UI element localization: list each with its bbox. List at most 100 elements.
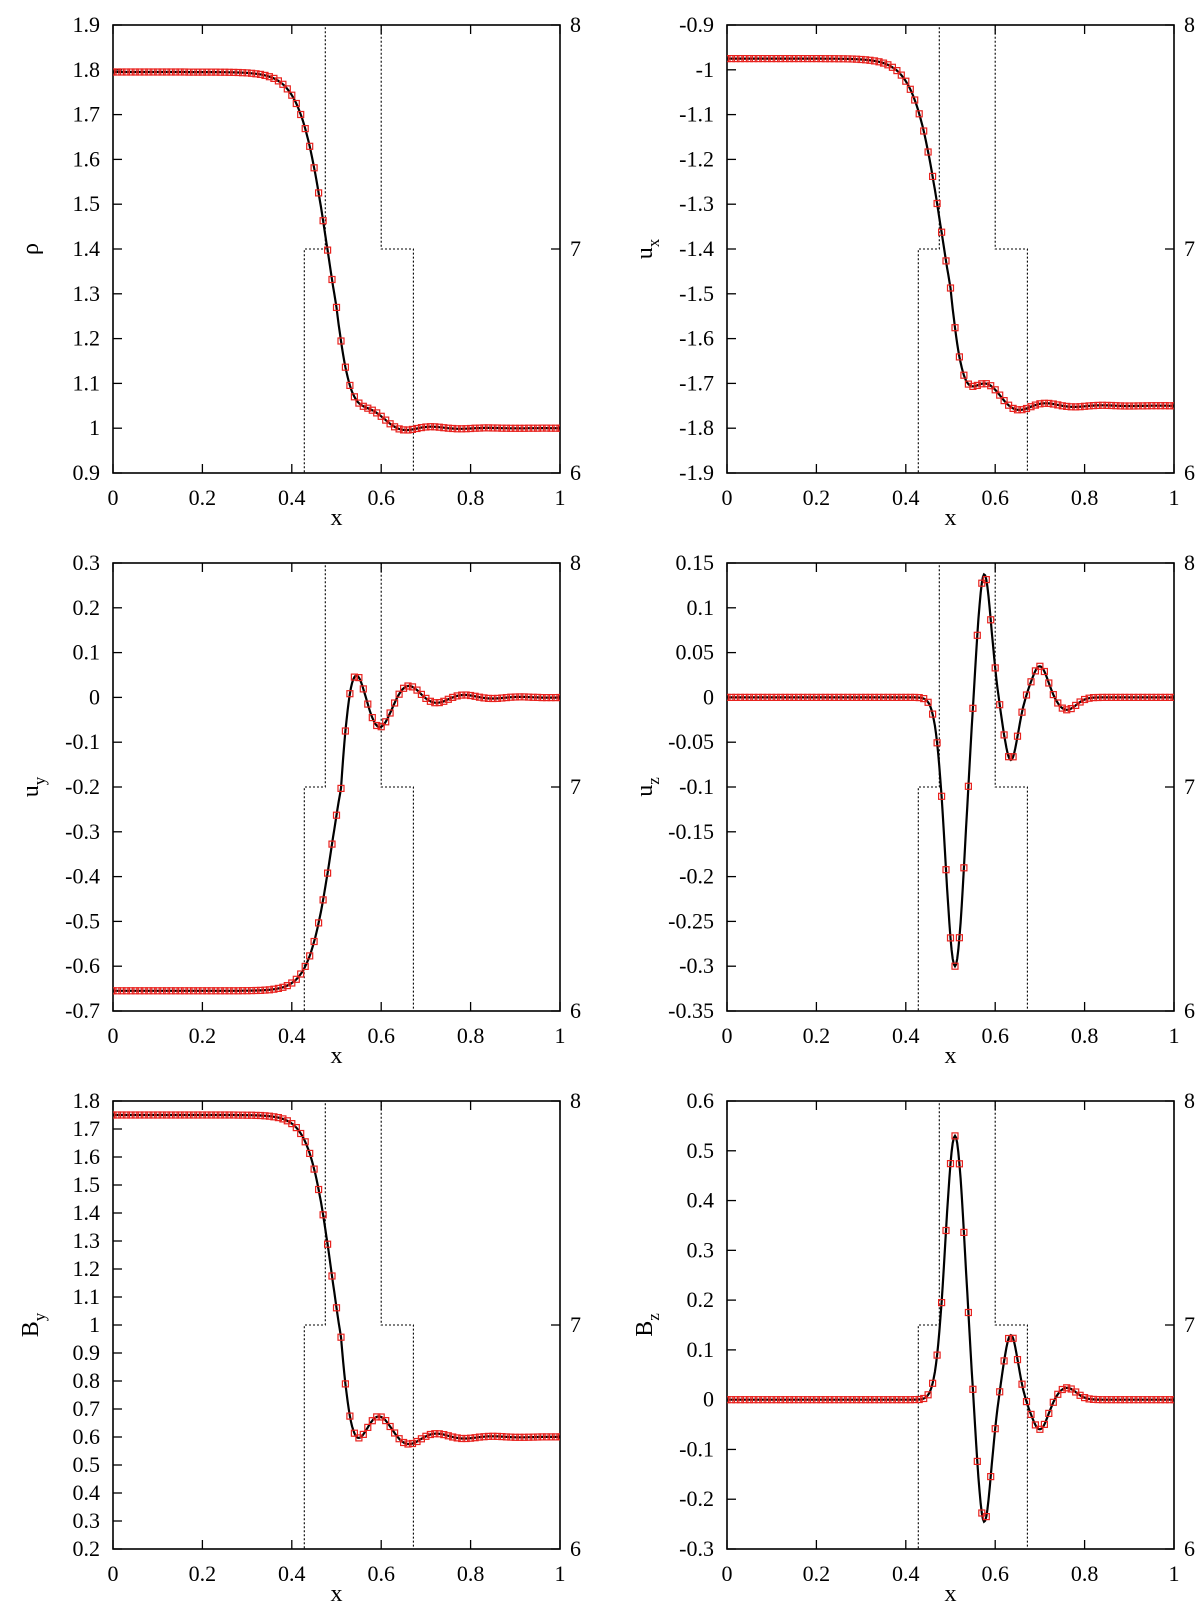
y2-tick-label: 7 <box>1184 774 1195 799</box>
y-axis-label: Bz <box>632 1313 663 1337</box>
numeric-point <box>946 284 955 292</box>
y-axis-label: uy <box>18 776 49 797</box>
numeric-point <box>817 1396 825 1404</box>
y-tick-label: 0.8 <box>73 1368 101 1393</box>
numeric-point <box>118 1111 126 1119</box>
numeric-point <box>533 424 542 432</box>
numeric-point <box>879 59 888 67</box>
x-tick-label: 0 <box>108 1023 119 1048</box>
numeric-point <box>1036 662 1044 670</box>
numeric-point <box>1152 402 1160 410</box>
numeric-point <box>884 1396 892 1404</box>
numeric-point <box>395 1435 403 1443</box>
numeric-point <box>1022 691 1031 699</box>
numeric-point <box>391 1429 399 1437</box>
y-tick-label: 0.4 <box>687 1188 715 1213</box>
numeric-point <box>511 424 519 432</box>
y-tick-label: 0 <box>89 684 100 709</box>
numeric-point <box>1040 399 1049 407</box>
numeric-point <box>727 54 736 63</box>
numeric-point <box>511 1433 519 1441</box>
numeric-point <box>1009 404 1017 412</box>
numeric-point <box>471 1434 479 1442</box>
numeric-point <box>1143 693 1151 702</box>
numeric-point <box>861 693 870 702</box>
x-axis-label: x <box>331 505 343 531</box>
numeric-point <box>1063 1384 1071 1392</box>
numeric-point <box>189 987 198 995</box>
numeric-point <box>145 1111 153 1119</box>
y-tick-label: 0.4 <box>73 1480 101 1505</box>
numeric-point <box>113 987 117 995</box>
numeric-point <box>1013 406 1022 414</box>
numeric-point <box>933 1351 941 1359</box>
numeric-point <box>1013 732 1022 740</box>
numeric-point <box>118 68 126 76</box>
y-tick-label: 1.2 <box>73 326 101 351</box>
numeric-point <box>489 694 497 703</box>
numeric-point <box>332 1304 341 1312</box>
x-tick-label: 1 <box>1169 1561 1180 1586</box>
numeric-point <box>888 1396 897 1404</box>
numeric-point <box>377 412 385 420</box>
numeric-point <box>937 1298 946 1307</box>
numeric-point <box>525 693 533 701</box>
plot-frame <box>112 24 561 474</box>
numeric-point <box>826 55 834 63</box>
numeric-point <box>1072 403 1080 411</box>
numeric-point <box>203 1111 211 1119</box>
numeric-point <box>790 54 798 63</box>
numeric-point <box>772 54 780 63</box>
numeric-point <box>776 1396 785 1404</box>
numeric-point <box>1152 1396 1160 1404</box>
x-tick-label: 0.6 <box>981 1023 1009 1048</box>
x-tick-label: 0.4 <box>892 485 920 510</box>
numeric-point <box>821 693 829 702</box>
numeric-point <box>234 987 242 995</box>
numeric-point <box>745 693 754 702</box>
numeric-point <box>785 54 794 63</box>
numeric-point <box>866 693 874 702</box>
numeric-point <box>337 784 345 793</box>
numeric-point <box>422 1432 430 1440</box>
x-tick-label: 0 <box>722 1561 733 1586</box>
numeric-point <box>893 693 901 702</box>
numeric-point <box>1116 693 1125 702</box>
y2-tick-label: 7 <box>570 774 581 799</box>
numeric-point <box>928 1379 937 1387</box>
numeric-point <box>149 987 157 995</box>
numeric-point <box>750 54 758 63</box>
numeric-point <box>324 869 332 877</box>
numeric-point <box>727 1396 731 1404</box>
y-tick-label: 0.3 <box>687 1237 715 1262</box>
numeric-point <box>1103 401 1111 409</box>
y-tick-label: 1.8 <box>73 57 101 82</box>
numeric-point <box>221 1111 229 1119</box>
numeric-point <box>897 71 905 79</box>
numeric-point <box>556 424 560 432</box>
numeric-point <box>745 1396 754 1404</box>
numeric-point <box>830 1396 838 1404</box>
numeric-point <box>911 693 919 702</box>
numeric-point <box>875 58 883 66</box>
numeric-point <box>1045 679 1053 687</box>
numeric-point <box>1134 402 1142 410</box>
numeric-point <box>440 424 448 432</box>
numeric-point <box>897 1396 905 1404</box>
exact-solution-line <box>727 572 1174 969</box>
numeric-point <box>857 1396 865 1404</box>
numeric-point <box>145 68 153 76</box>
numeric-point <box>996 701 1004 709</box>
numeric-point <box>1000 1357 1008 1365</box>
numeric-point <box>341 1380 349 1388</box>
numeric-point <box>1103 1396 1111 1404</box>
numeric-point <box>225 68 233 76</box>
numeric-point <box>1004 1334 1013 1343</box>
numeric-point <box>790 693 798 702</box>
numeric-point <box>234 68 242 77</box>
numeric-point <box>741 54 749 63</box>
numeric-point <box>884 693 892 702</box>
y-tick-label: -0.1 <box>679 774 714 799</box>
numeric-point <box>256 986 265 995</box>
numeric-point <box>297 110 305 119</box>
